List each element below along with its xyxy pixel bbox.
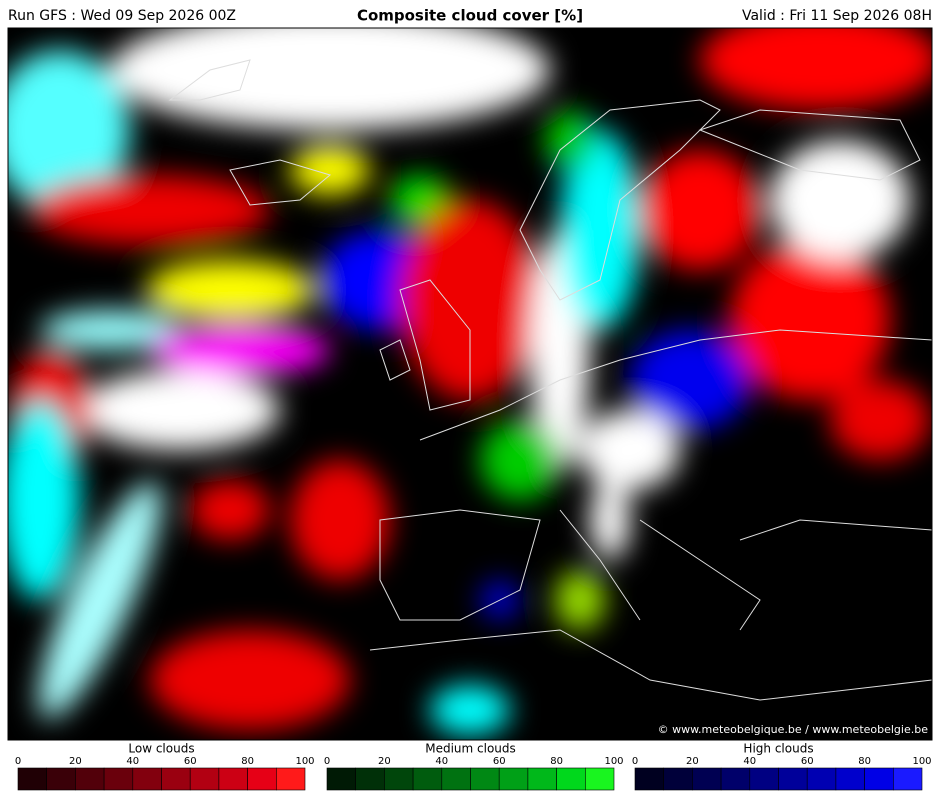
legend-swatch [584, 767, 615, 791]
legend-swatch [355, 767, 385, 791]
legend-swatch [663, 767, 693, 791]
legend-tick-label: 80 [550, 756, 563, 767]
legend-tick-label: 20 [378, 756, 391, 767]
legend-swatch [692, 767, 722, 791]
legend-swatch [46, 767, 76, 791]
legend-swatch [326, 767, 357, 791]
legend-tick-label: 0 [324, 756, 330, 767]
legend-swatch [441, 767, 471, 791]
legend-tick-label: 100 [604, 756, 623, 767]
cloud-map: © www.meteobelgique.be / www.meteobelgie… [8, 28, 932, 740]
legend-swatch [384, 767, 414, 791]
legend-swatch [749, 767, 779, 791]
legend-swatch [75, 767, 105, 791]
credit: © www.meteobelgique.be / www.meteobelgie… [658, 723, 929, 736]
legend-swatch [275, 767, 306, 791]
map-frame [7, 27, 933, 741]
legend-swatch [634, 767, 665, 791]
coastlines [168, 59, 932, 701]
legend-title: Medium clouds [425, 742, 516, 756]
legend-swatch [247, 767, 277, 791]
legend-tick-label: 0 [632, 756, 638, 767]
legend-swatch [527, 767, 557, 791]
legend-swatch [470, 767, 500, 791]
legend-swatch [892, 767, 923, 791]
legend-swatch [218, 767, 248, 791]
legend-swatch [556, 767, 586, 791]
map-title: Composite cloud cover [%] [357, 7, 583, 25]
legend-tick-label: 40 [435, 756, 448, 767]
legend-title: High clouds [743, 742, 813, 756]
legend-tick-label: 80 [241, 756, 254, 767]
legend-swatch [132, 767, 162, 791]
legend-swatch [103, 767, 134, 791]
legend-tick-label: 100 [295, 756, 314, 767]
legend-tick-label: 20 [69, 756, 82, 767]
valid-info: Valid : Fri 11 Sep 2026 08H [742, 8, 932, 24]
legend-tick-label: 60 [801, 756, 814, 767]
legend-swatch [835, 767, 865, 791]
legend-tick-label: 40 [743, 756, 756, 767]
legend-swatch [498, 767, 529, 791]
legend-swatch [720, 767, 751, 791]
legend-tick-label: 40 [126, 756, 139, 767]
legend-title: Low clouds [128, 742, 194, 756]
legend-tick-label: 100 [912, 756, 931, 767]
legend-tick-label: 0 [15, 756, 21, 767]
run-info: Run GFS : Wed 09 Sep 2026 00Z [8, 8, 236, 24]
legend-swatch [806, 767, 837, 791]
legend-swatch [17, 767, 48, 791]
legend-tick-label: 60 [184, 756, 197, 767]
legend-swatch [864, 767, 894, 791]
legend-swatch [778, 767, 808, 791]
legend-tick-label: 20 [686, 756, 699, 767]
legends: Low clouds 0 20 40 60 80 100 Medium clouds 0 20 40… [15, 742, 932, 791]
legend-swatch [412, 767, 443, 791]
legend-swatch [161, 767, 191, 791]
legend-swatch [189, 767, 220, 791]
legend-tick-label: 60 [493, 756, 506, 767]
legend-tick-label: 80 [858, 756, 871, 767]
